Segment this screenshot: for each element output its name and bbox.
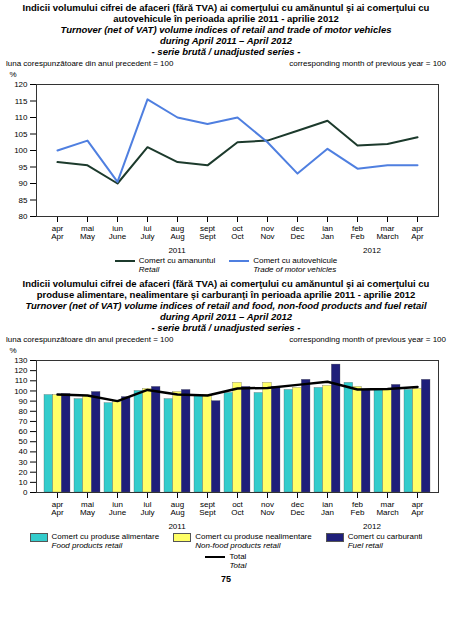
html-text:Food products retail: Food products retail: [51, 541, 123, 550]
html-text:75: 75: [221, 574, 231, 584]
svg-text:110: 110: [15, 376, 28, 385]
svg-text:100: 100: [14, 146, 28, 155]
svg-text:100: 100: [14, 387, 28, 396]
svg-text:60: 60: [19, 427, 28, 436]
svg-text:iulJuly: iulJuly: [140, 500, 154, 517]
svg-text:novNov: novNov: [260, 224, 274, 241]
svg-text:120: 120: [14, 366, 28, 375]
svg-text:2012: 2012: [363, 246, 381, 255]
html-text:Comert cu autovehicule: Comert cu autovehicule: [253, 256, 338, 265]
svg-text:105: 105: [14, 130, 28, 139]
svg-text:90: 90: [19, 179, 28, 188]
html-text:- serie brută / unadjusted ser: - serie brută / unadjusted series -: [151, 46, 301, 57]
svg-text:115: 115: [15, 97, 28, 106]
svg-text:80: 80: [19, 407, 28, 416]
svg-text:decDec: decDec: [290, 224, 304, 241]
svg-text:10: 10: [19, 478, 28, 487]
html-text:during April 2011 – April 2012: during April 2011 – April 2012: [159, 311, 293, 322]
html-text:corresponding month of previou: corresponding month of previous year = 1…: [289, 335, 446, 344]
html-text:Comert cu amanuntul: Comert cu amanuntul: [138, 256, 216, 265]
svg-text:30: 30: [19, 458, 28, 467]
html-text:Indicii volumului cifrei de af: Indicii volumului cifrei de afaceri (făr…: [22, 278, 430, 300]
svg-text:90: 90: [19, 397, 28, 406]
html-text:corresponding month of previou: corresponding month of previous year = 1…: [289, 59, 446, 68]
svg-text:110: 110: [15, 113, 28, 122]
svg-text:augAug: augAug: [170, 500, 184, 517]
html-text:Fuel retail: Fuel retail: [347, 541, 383, 550]
svg-text:octOct: octOct: [231, 500, 244, 517]
svg-text:marMarch: marMarch: [376, 224, 398, 241]
svg-text:febFeb: febFeb: [351, 500, 365, 517]
svg-text:septSept: septSept: [199, 224, 216, 241]
svg-text:iunJune: iunJune: [109, 224, 127, 241]
svg-text:decDec: decDec: [290, 500, 304, 517]
html-text:Indicii volumului cifrei de af: Indicii volumului cifrei de afaceri (făr…: [22, 2, 430, 24]
html-text:Comert cu carburanti: Comert cu carburanti: [347, 532, 423, 541]
html-text:luna corespunzătoare din anul: luna corespunzătoare din anul precedent …: [6, 59, 174, 68]
svg-text:maiMay: maiMay: [80, 500, 95, 517]
html-text:Trade of motor vehicles: Trade of motor vehicles: [253, 265, 337, 274]
svg-text:2012: 2012: [363, 522, 381, 531]
svg-text:80: 80: [19, 212, 28, 221]
html-text:Total: Total: [229, 561, 247, 570]
svg-text:0: 0: [23, 488, 28, 497]
svg-text:augAug: augAug: [170, 224, 184, 241]
svg-text:ianJan: ianJan: [321, 500, 334, 517]
svg-text:85: 85: [19, 196, 28, 205]
html-text:Total: Total: [229, 552, 247, 561]
svg-text:95: 95: [19, 163, 28, 172]
svg-text:120: 120: [14, 80, 28, 89]
svg-text:septSept: septSept: [199, 500, 216, 517]
svg-text:aprApr: aprApr: [411, 500, 424, 517]
svg-text:%: %: [10, 70, 17, 79]
svg-text:maiMay: maiMay: [80, 224, 95, 241]
html-text:during April 2011 – April 2012: during April 2011 – April 2012: [159, 35, 293, 46]
html-text:Turnover (net of VAT) volume i: Turnover (net of VAT) volume indices of …: [25, 300, 427, 311]
svg-text:novNov: novNov: [260, 500, 274, 517]
svg-text:50: 50: [19, 437, 28, 446]
html-text:Non-food products retail: Non-food products retail: [195, 541, 281, 550]
svg-text:%: %: [10, 346, 17, 355]
svg-text:febFeb: febFeb: [351, 224, 365, 241]
html-text:- serie brută / unadjusted ser: - serie brută / unadjusted series -: [151, 322, 301, 333]
svg-text:aprApr: aprApr: [51, 500, 64, 517]
html-text:Comert cu produse alimentare: Comert cu produse alimentare: [51, 532, 160, 541]
svg-text:aprApr: aprApr: [411, 224, 424, 241]
svg-text:20: 20: [19, 468, 28, 477]
svg-text:2011: 2011: [168, 246, 186, 255]
html-text:luna corespunzătoare din anul: luna corespunzătoare din anul precedent …: [6, 335, 174, 344]
svg-text:iulJuly: iulJuly: [140, 224, 154, 241]
svg-text:ianJan: ianJan: [321, 224, 334, 241]
html-text:Comert cu produse nealimentare: Comert cu produse nealimentare: [195, 532, 312, 541]
svg-text:octOct: octOct: [231, 224, 244, 241]
svg-text:70: 70: [19, 417, 28, 426]
svg-text:iunJune: iunJune: [109, 500, 127, 517]
html-text:Turnover (net of VAT) volume i: Turnover (net of VAT) volume indices of …: [60, 24, 392, 35]
svg-text:130: 130: [14, 356, 28, 365]
svg-text:2011: 2011: [168, 522, 186, 531]
svg-text:marMarch: marMarch: [376, 500, 398, 517]
svg-text:aprApr: aprApr: [51, 224, 64, 241]
html-text:Retail: Retail: [138, 265, 160, 274]
svg-text:40: 40: [19, 447, 28, 456]
